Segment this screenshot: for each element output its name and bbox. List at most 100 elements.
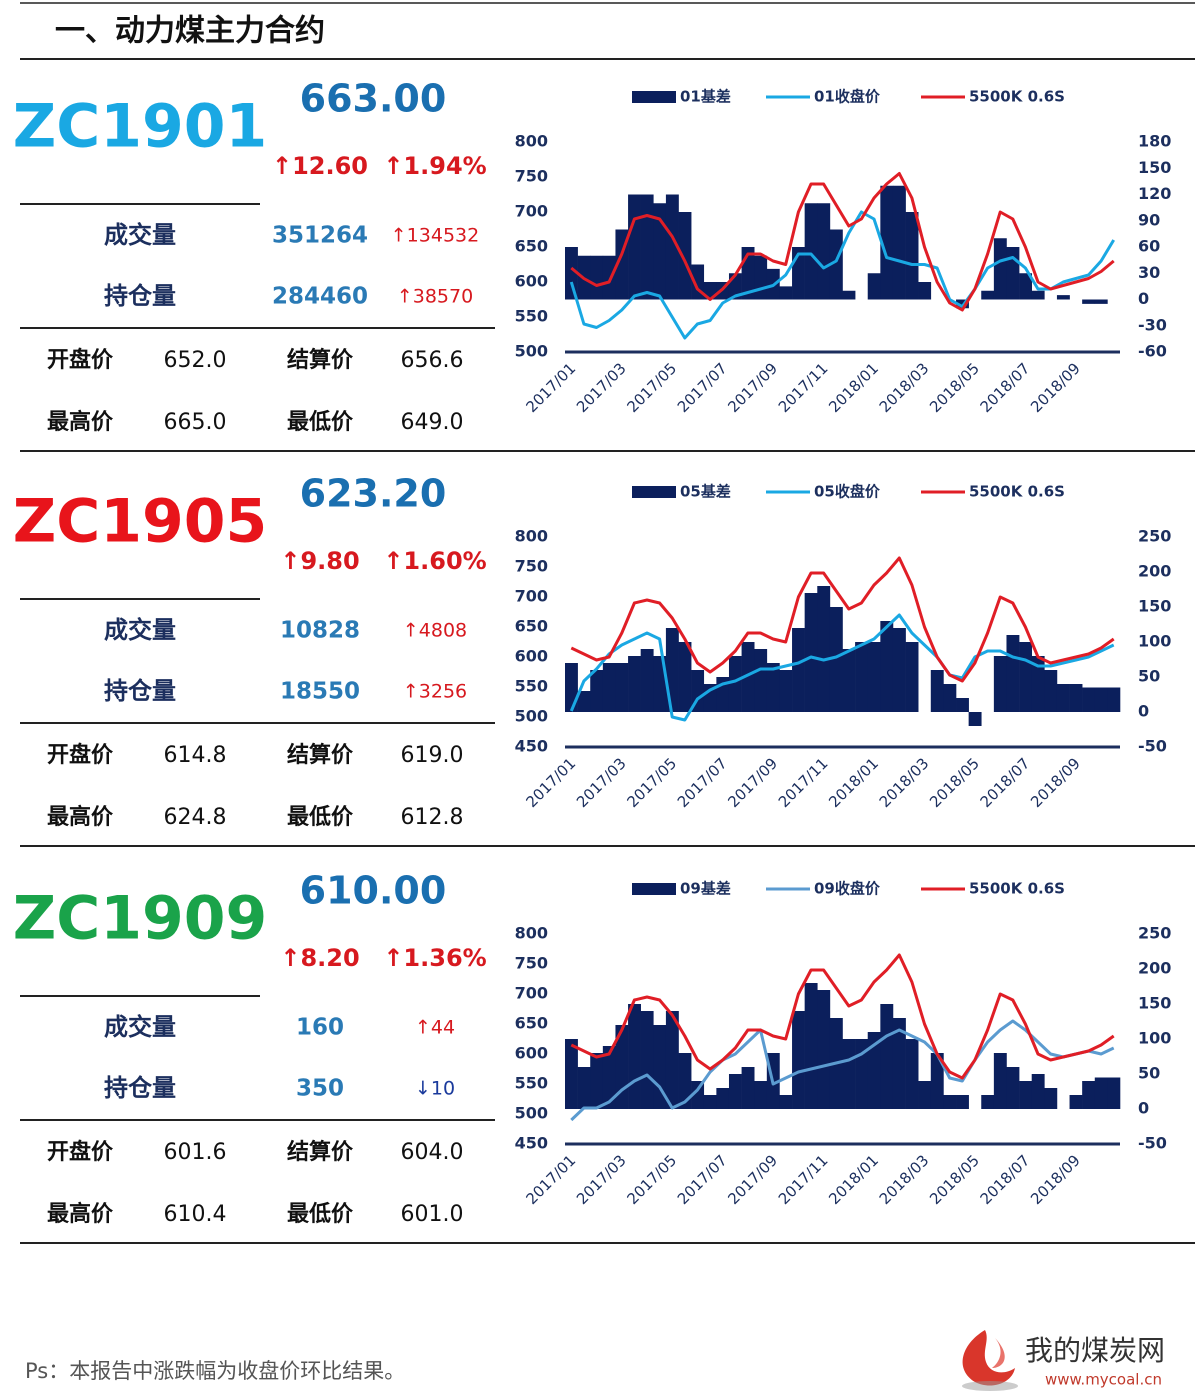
x-tick-label: 2018/09	[1027, 1151, 1084, 1208]
footer-note: Ps：本报告中涨跌幅为收盘价环比结果。	[25, 1359, 405, 1383]
oi-change: ↓10	[415, 1078, 455, 1100]
y-tick-label: 600	[515, 647, 548, 666]
y-tick-label: 450	[515, 1134, 548, 1153]
logo-text: 我的煤炭网	[1025, 1334, 1165, 1367]
legend-label: 01基差	[680, 88, 731, 106]
bar	[602, 663, 616, 712]
y2-tick-label: 0	[1138, 702, 1149, 721]
bar	[981, 290, 995, 300]
y-tick-label: 650	[515, 237, 548, 256]
bar	[691, 1081, 705, 1109]
chart: 450 500 550 600 650 700 750 800 -50 0 50 100 150 200 2…	[515, 880, 1172, 1209]
volume-label: 成交量	[104, 221, 176, 249]
y-tick-label: 550	[515, 1074, 548, 1093]
y-tick-label: 750	[515, 557, 548, 576]
bar	[842, 290, 856, 300]
bar	[1082, 687, 1096, 712]
x-tick-label: 2017/05	[623, 1151, 680, 1208]
open-value: 614.8	[164, 743, 227, 768]
bar	[1019, 1081, 1033, 1109]
legend-label: 5500K 0.6S	[969, 880, 1065, 898]
low-label: 最低价	[287, 805, 354, 830]
bar	[804, 983, 818, 1109]
bar	[1094, 687, 1108, 712]
bar	[628, 1004, 641, 1109]
chart: 500 550 600 650 700 750 800 -60 -30 0 30 60 90 120 150…	[515, 88, 1172, 417]
price: 610.00	[300, 869, 447, 913]
bar	[754, 649, 768, 712]
volume-change: ↑4808	[403, 620, 467, 642]
settle-value: 604.0	[401, 1140, 464, 1165]
y-tick-label: 800	[515, 527, 548, 546]
bar	[1069, 1095, 1083, 1109]
bar	[880, 621, 894, 712]
bar	[1056, 684, 1070, 712]
volume-label: 成交量	[104, 1013, 176, 1041]
bar	[855, 642, 869, 712]
y2-tick-label: -60	[1138, 342, 1167, 361]
x-tick-label: 2017/03	[573, 1151, 630, 1208]
settle-value: 656.6	[401, 348, 464, 373]
bar	[615, 663, 629, 712]
bar	[779, 286, 793, 300]
y2-tick-label: -50	[1138, 737, 1167, 756]
bar	[665, 1011, 679, 1109]
bar	[930, 1053, 944, 1109]
y-tick-label: 650	[515, 617, 548, 636]
y-tick-label: 450	[515, 737, 548, 756]
bar	[867, 1032, 881, 1109]
bar	[829, 607, 843, 712]
logo-url: www.mycoal.cn	[1045, 1371, 1162, 1389]
bar	[968, 712, 982, 726]
price: 663.00	[300, 77, 447, 121]
price-change: ↑12.60	[272, 152, 368, 180]
bar	[892, 185, 906, 300]
bar	[577, 691, 591, 712]
logo-icon	[962, 1330, 1018, 1391]
y-tick-label: 500	[515, 707, 548, 726]
x-tick-label: 2018/01	[825, 1151, 882, 1208]
bar	[1094, 1077, 1108, 1109]
x-tick-label: 2018/03	[876, 1151, 933, 1208]
bar	[1006, 1067, 1020, 1109]
legend-label: 01收盘价	[814, 88, 881, 106]
bar	[1031, 656, 1045, 712]
x-tick-label: 2018/07	[977, 1151, 1034, 1208]
contract-code: ZC1909	[13, 884, 268, 954]
line	[569, 613, 1115, 722]
price-change: ↑8.20	[280, 944, 359, 972]
bar	[993, 1053, 1007, 1109]
bar	[653, 203, 667, 300]
bar	[880, 185, 894, 300]
volume-value: 160	[296, 1015, 344, 1041]
y2-tick-label: 120	[1138, 184, 1171, 203]
y2-tick-label: 180	[1138, 132, 1171, 151]
x-tick-label: 2017/09	[724, 1151, 781, 1208]
line	[570, 556, 1115, 683]
x-tick-label: 2017/01	[523, 359, 580, 416]
open-label: 开盘价	[47, 742, 114, 768]
y-tick-label: 550	[515, 307, 548, 326]
open-value: 601.6	[164, 1140, 227, 1165]
price-change-pct: ↑1.60%	[383, 547, 486, 575]
bar	[905, 642, 919, 712]
y-tick-label: 750	[515, 954, 548, 973]
x-tick-label: 2017/09	[724, 359, 781, 416]
contract-code: ZC1905	[13, 487, 268, 557]
bar	[628, 656, 641, 712]
bar	[703, 1095, 717, 1109]
x-tick-label: 2017/09	[724, 754, 781, 811]
x-tick-label: 2017/07	[674, 1151, 731, 1208]
bar	[590, 670, 604, 712]
bar	[565, 247, 578, 300]
bar	[880, 1004, 894, 1109]
line	[570, 172, 1115, 312]
bar	[943, 1095, 957, 1109]
contract-code: ZC1901	[13, 92, 268, 162]
x-tick-label: 2018/03	[876, 754, 933, 811]
y2-tick-label: -30	[1138, 315, 1167, 334]
bar	[792, 1011, 805, 1109]
bar	[640, 194, 654, 300]
x-tick-label: 2018/09	[1027, 359, 1084, 416]
open-label: 开盘价	[47, 347, 114, 373]
